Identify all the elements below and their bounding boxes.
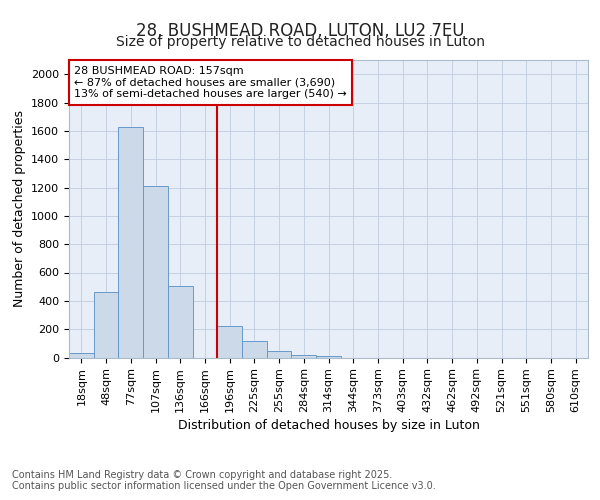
Bar (242, 341, 267, 357)
Bar (168, 286, 193, 358)
Bar (292, 354, 316, 358)
Bar (118, 128, 143, 358)
X-axis label: Distribution of detached houses by size in Luton: Distribution of detached houses by size … (178, 420, 479, 432)
Text: 28, BUSHMEAD ROAD, LUTON, LU2 7EU: 28, BUSHMEAD ROAD, LUTON, LU2 7EU (136, 22, 464, 40)
Text: Contains public sector information licensed under the Open Government Licence v3: Contains public sector information licen… (12, 481, 436, 491)
Bar (217, 326, 242, 358)
Text: Size of property relative to detached houses in Luton: Size of property relative to detached ho… (115, 35, 485, 49)
Bar (267, 351, 292, 358)
Bar (143, 186, 168, 358)
Text: Contains HM Land Registry data © Crown copyright and database right 2025.: Contains HM Land Registry data © Crown c… (12, 470, 392, 480)
Text: 28 BUSHMEAD ROAD: 157sqm
← 87% of detached houses are smaller (3,690)
13% of sem: 28 BUSHMEAD ROAD: 157sqm ← 87% of detach… (74, 66, 347, 99)
Y-axis label: Number of detached properties: Number of detached properties (13, 110, 26, 307)
Bar (69, 353, 94, 358)
Bar (316, 356, 341, 358)
Bar (94, 292, 118, 358)
